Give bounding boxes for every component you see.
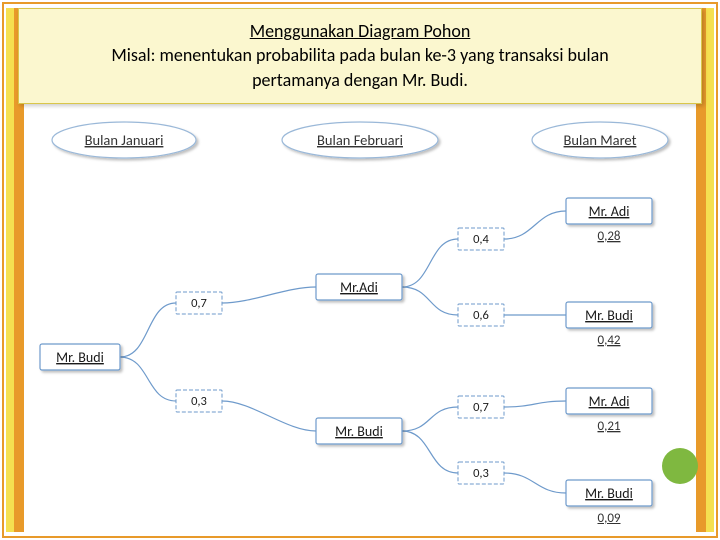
tree-link	[504, 473, 566, 493]
title-line-3: pertamanya dengan Mr. Budi.	[41, 68, 679, 92]
month-header-label: Bulan Februari	[317, 131, 403, 149]
tree-leaf-value: 0,42	[597, 333, 620, 348]
tree-link	[120, 357, 176, 401]
tree-leaf-label: Mr. Adi	[589, 203, 630, 220]
tree-leaf-label: Mr. Budi	[585, 485, 633, 502]
tree-link	[402, 431, 458, 473]
title-line-1: Menggunakan Diagram Pohon	[41, 19, 679, 43]
tree-node-label: Mr. Budi	[335, 423, 383, 440]
probability-label: 0,7	[191, 296, 207, 311]
probability-label: 0,3	[473, 466, 489, 481]
tree-node-label: Mr.Adi	[340, 279, 378, 296]
tree-link	[222, 287, 316, 303]
tree-root-label: Mr. Budi	[56, 349, 104, 366]
title-box: Menggunakan Diagram Pohon Misal: menentu…	[18, 8, 702, 104]
tree-link	[402, 287, 458, 315]
month-header-label: Bulan Maret	[564, 131, 637, 149]
tree-link	[504, 401, 566, 407]
title-line-2: Misal: menentukan probabilita pada bulan…	[41, 43, 679, 67]
tree-link	[222, 401, 316, 431]
tree-leaf-label: Mr. Adi	[589, 393, 630, 410]
stripe-yellow-left	[6, 8, 14, 532]
probability-label: 0,4	[473, 232, 489, 247]
tree-link	[402, 239, 458, 287]
tree-leaf-value: 0,28	[597, 229, 620, 244]
tree-leaf-value: 0,21	[597, 419, 620, 434]
probability-label: 0,7	[473, 400, 489, 415]
tree-leaf-value: 0,09	[597, 511, 620, 524]
probability-label: 0,6	[473, 308, 489, 323]
stripe-yellow-right	[706, 8, 714, 532]
probability-label: 0,3	[191, 394, 207, 409]
month-header-label: Bulan Januari	[85, 131, 164, 149]
tree-link	[402, 407, 458, 431]
tree-link	[120, 303, 176, 357]
tree-link	[504, 211, 566, 239]
tree-leaf-label: Mr. Budi	[585, 307, 633, 324]
tree-diagram: Bulan Januari Bulan Februari Bulan Maret Mr…	[24, 108, 696, 524]
